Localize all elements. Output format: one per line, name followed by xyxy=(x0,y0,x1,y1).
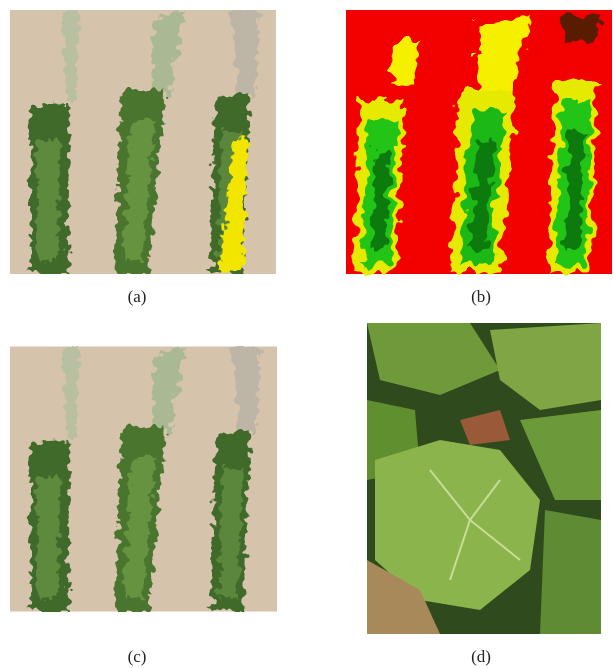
caption: (b) xyxy=(471,287,491,306)
panel-d: (d) xyxy=(367,323,601,666)
figure: (a) (b) (c) xyxy=(0,0,613,668)
field-image xyxy=(10,347,277,612)
panel-a: (a) xyxy=(10,10,276,306)
caption: (d) xyxy=(471,647,491,666)
caption: (c) xyxy=(128,647,147,666)
leaves xyxy=(367,323,601,634)
panel-b: (b) xyxy=(346,10,612,306)
panel-c: (c) xyxy=(10,347,277,666)
caption: (a) xyxy=(128,287,147,306)
